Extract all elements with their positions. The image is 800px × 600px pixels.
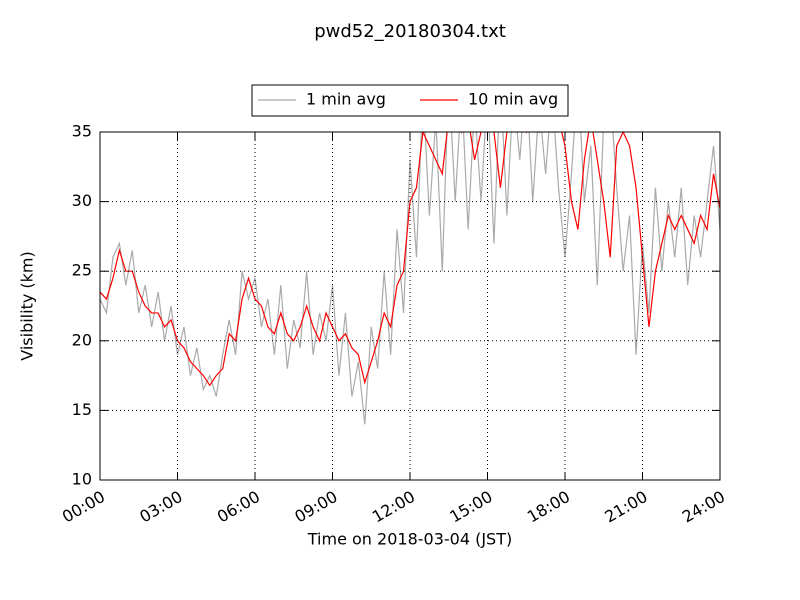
y-tick-label: 20	[72, 330, 92, 349]
y-axis-label: Visibility (km)	[18, 251, 37, 360]
legend-label: 10 min avg	[468, 90, 558, 109]
y-tick-label: 25	[72, 261, 92, 280]
chart-title: pwd52_20180304.txt	[314, 21, 506, 42]
y-tick-label: 10	[72, 470, 92, 489]
legend-label: 1 min avg	[306, 90, 386, 109]
y-tick-label: 35	[72, 122, 92, 141]
x-axis-label: Time on 2018-03-04 (JST)	[307, 530, 512, 549]
legend	[251, 84, 569, 117]
y-tick-label: 15	[72, 400, 92, 419]
series-line	[100, 132, 720, 387]
y-tick-label: 30	[72, 191, 92, 210]
plot-area	[100, 132, 720, 425]
series-line	[100, 132, 720, 425]
